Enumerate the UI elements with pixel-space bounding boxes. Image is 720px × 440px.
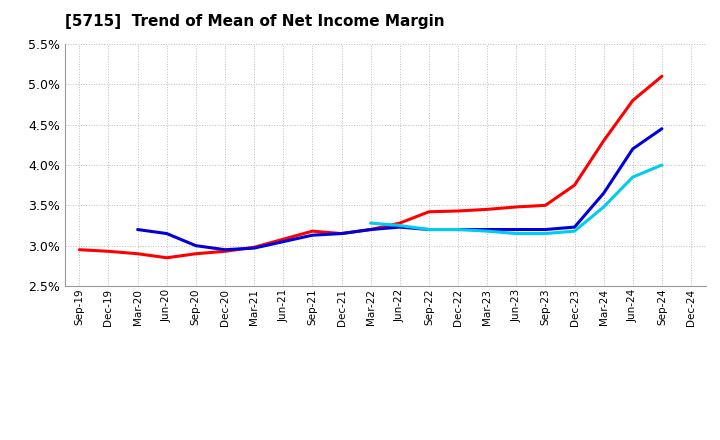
3 Years bbox=[541, 203, 550, 208]
3 Years bbox=[629, 98, 637, 103]
Text: [5715]  Trend of Mean of Net Income Margin: [5715] Trend of Mean of Net Income Margi… bbox=[65, 14, 444, 29]
5 Years bbox=[425, 227, 433, 232]
7 Years bbox=[629, 175, 637, 180]
5 Years bbox=[133, 227, 142, 232]
5 Years bbox=[163, 231, 171, 236]
5 Years bbox=[483, 227, 492, 232]
7 Years bbox=[483, 228, 492, 234]
Line: 7 Years: 7 Years bbox=[371, 165, 662, 234]
7 Years bbox=[570, 228, 579, 234]
5 Years bbox=[279, 239, 287, 244]
7 Years bbox=[454, 227, 462, 232]
3 Years bbox=[163, 255, 171, 260]
3 Years bbox=[104, 249, 113, 254]
7 Years bbox=[657, 162, 666, 168]
3 Years bbox=[220, 249, 229, 254]
5 Years bbox=[629, 146, 637, 151]
5 Years bbox=[570, 224, 579, 230]
3 Years bbox=[308, 228, 317, 234]
7 Years bbox=[512, 231, 521, 236]
Line: 3 Years: 3 Years bbox=[79, 76, 662, 258]
3 Years bbox=[395, 220, 404, 226]
3 Years bbox=[512, 204, 521, 209]
3 Years bbox=[366, 227, 375, 232]
3 Years bbox=[250, 245, 258, 250]
3 Years bbox=[192, 251, 200, 257]
7 Years bbox=[541, 231, 550, 236]
5 Years bbox=[657, 126, 666, 131]
5 Years bbox=[192, 243, 200, 248]
5 Years bbox=[454, 227, 462, 232]
3 Years bbox=[133, 251, 142, 257]
5 Years bbox=[541, 227, 550, 232]
3 Years bbox=[425, 209, 433, 214]
3 Years bbox=[483, 207, 492, 212]
5 Years bbox=[308, 232, 317, 238]
7 Years bbox=[425, 227, 433, 232]
5 Years bbox=[220, 247, 229, 253]
5 Years bbox=[366, 227, 375, 232]
5 Years bbox=[337, 231, 346, 236]
Line: 5 Years: 5 Years bbox=[138, 128, 662, 250]
3 Years bbox=[337, 231, 346, 236]
5 Years bbox=[250, 246, 258, 251]
7 Years bbox=[599, 204, 608, 209]
5 Years bbox=[599, 191, 608, 196]
7 Years bbox=[366, 220, 375, 226]
3 Years bbox=[75, 247, 84, 253]
3 Years bbox=[570, 183, 579, 188]
7 Years bbox=[395, 223, 404, 228]
5 Years bbox=[395, 224, 404, 230]
5 Years bbox=[512, 227, 521, 232]
3 Years bbox=[279, 237, 287, 242]
3 Years bbox=[454, 209, 462, 214]
3 Years bbox=[599, 138, 608, 143]
3 Years bbox=[657, 73, 666, 79]
